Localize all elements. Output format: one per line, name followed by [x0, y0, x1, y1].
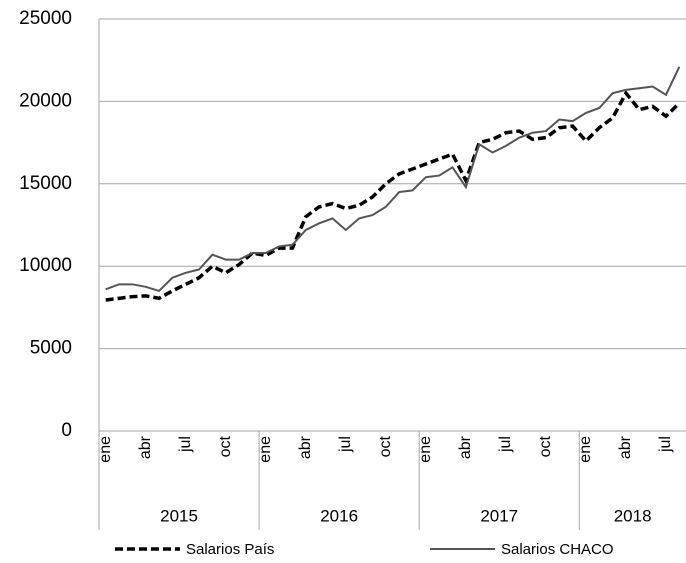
- x-tick-label: ene: [577, 436, 594, 463]
- year-label: 2018: [614, 506, 652, 525]
- series-line: [105, 90, 681, 302]
- x-tick-label: ene: [97, 436, 114, 463]
- x-tick-label: jul: [497, 436, 514, 453]
- x-tick-label: abr: [137, 435, 154, 459]
- x-tick-label: jul: [657, 436, 674, 453]
- x-tick-label: oct: [217, 435, 234, 457]
- year-label: 2017: [480, 506, 518, 525]
- series-line: [105, 66, 681, 293]
- year-label: 2015: [160, 506, 198, 525]
- y-tick-label: 20000: [19, 90, 72, 111]
- legend-label: Salarios País: [186, 541, 274, 558]
- y-tick-label: 0: [61, 420, 72, 441]
- x-tick-label: ene: [417, 436, 434, 463]
- y-tick-label: 10000: [19, 255, 72, 276]
- x-tick-label: oct: [377, 435, 394, 457]
- legend-label: Salarios CHACO: [501, 541, 614, 558]
- x-tick-label: abr: [457, 435, 474, 459]
- year-label: 2016: [320, 506, 358, 525]
- x-tick-label: oct: [537, 435, 554, 457]
- x-tick-label: abr: [617, 435, 634, 459]
- y-tick-label: 15000: [19, 173, 72, 194]
- x-tick-label: abr: [297, 435, 314, 459]
- x-tick-label: jul: [337, 436, 354, 453]
- x-tick-label: ene: [257, 436, 274, 463]
- y-tick-label: 25000: [19, 8, 72, 29]
- x-tick-label: jul: [177, 436, 194, 453]
- y-tick-label: 5000: [30, 338, 72, 359]
